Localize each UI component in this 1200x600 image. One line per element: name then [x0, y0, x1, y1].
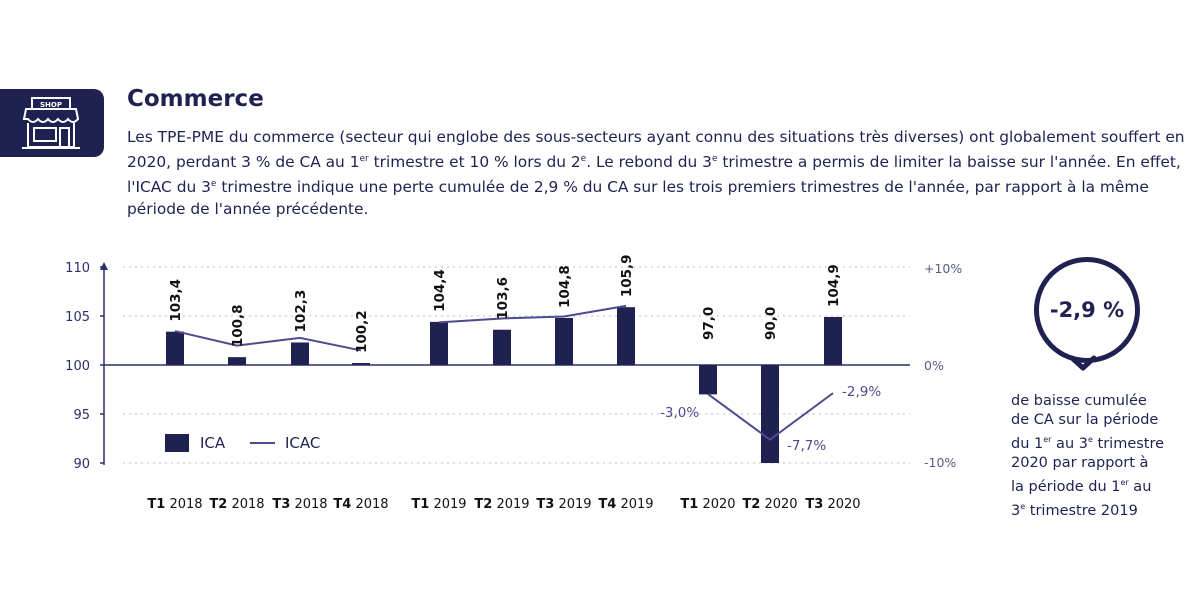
ica-bar [824, 316, 842, 365]
para-text-2: trimestre et 10 % lors du 2 [368, 153, 581, 172]
shop-sign-text: SHOP [40, 101, 62, 109]
ica-value-label: 104,4 [432, 269, 448, 312]
callout-value: -2,9 % [1049, 298, 1125, 322]
ica-value-label: 103,6 [495, 277, 511, 320]
callout-line-6: 3e trimestre 2019 [1011, 501, 1138, 519]
x-category-label: T2 2018 [209, 497, 264, 512]
ica-value-label: 100,2 [354, 310, 370, 353]
para-text-1: Les TPE-PME du commerce (secteur qui eng… [127, 128, 1185, 172]
icac-line [174, 330, 362, 352]
x-category-label: T2 2019 [474, 497, 529, 512]
y-axis-arrow-icon [100, 262, 108, 270]
shop-icon: SHOP [22, 97, 80, 149]
ica-bar [352, 363, 370, 366]
y-tick-label: 90 [73, 457, 90, 472]
para-text-3: . Le rebond du 3 [586, 153, 712, 172]
ica-bar [617, 307, 635, 365]
ica-value-label: 90,0 [763, 307, 779, 340]
ica-value-label: 102,3 [293, 290, 309, 333]
ica-bar [699, 365, 717, 395]
legend-ica-label: ICA [200, 434, 226, 452]
y-right-tick-label: +10% [924, 261, 962, 276]
section-title: Commerce [127, 86, 264, 112]
para-sup-2: e [580, 154, 587, 164]
ica-value-label: 100,8 [230, 304, 246, 347]
y-right-tick-label: 0% [924, 358, 944, 373]
ica-value-label: 105,9 [619, 254, 635, 297]
ica-bar [228, 357, 246, 365]
x-category-label: T1 2019 [411, 497, 466, 512]
x-category-label: T3 2019 [536, 497, 591, 512]
para-text-4: trimestre a permis de limiter la baisse … [127, 153, 1181, 197]
icac-value-label: -7,7% [787, 438, 826, 454]
x-category-label: T3 2020 [805, 497, 860, 512]
icac-line [438, 304, 627, 324]
legend-icac-label: ICAC [285, 434, 320, 452]
ica-icac-chart: 110 105 100 95 90 +10% 0% -10% 103,4 100,8 102,3 10… [65, 254, 962, 512]
ica-value-label: 97,0 [701, 307, 717, 340]
para-sup-4: e [210, 179, 217, 190]
x-category-label: T1 2018 [147, 497, 202, 512]
callout-line-3: du 1er au 3e trimestre [1011, 435, 1165, 452]
ica-bar [761, 365, 779, 463]
chevron-down-icon [1069, 355, 1097, 371]
callout-line-1: de baisse cumulée [1011, 393, 1147, 409]
ica-value-label: 104,9 [826, 264, 842, 307]
y-right-tick-label: -10% [924, 455, 956, 470]
ica-bar [493, 329, 511, 365]
ica-bar [291, 342, 309, 365]
y-tick-label: 105 [65, 310, 90, 325]
icac-line [707, 392, 834, 441]
ica-value-label: 104,8 [557, 265, 573, 308]
para-sup-3: e [711, 154, 718, 164]
icac-value-label: -2,9% [842, 384, 881, 400]
x-category-label: T3 2018 [272, 497, 327, 512]
para-text-5: trimestre indique une perte cumulée de 2… [127, 178, 1149, 219]
y-tick-label: 110 [65, 261, 90, 276]
commerce-section-icon-tab: SHOP [0, 89, 104, 157]
legend-ica-swatch [165, 434, 189, 452]
icac-value-label: -3,0% [660, 405, 699, 421]
ica-bar [430, 321, 448, 365]
x-category-label: T4 2019 [598, 497, 653, 512]
para-sup-1: er [359, 154, 369, 164]
x-category-label: T4 2018 [333, 497, 388, 512]
intro-paragraph: Les TPE-PME du commerce (secteur qui eng… [127, 126, 1195, 220]
callout-description: de baisse cumulée de CA sur la période d… [1011, 392, 1181, 520]
ica-bar [166, 331, 184, 365]
y-tick-label: 100 [65, 359, 90, 374]
callout-line-4: 2020 par rapport à [1011, 454, 1149, 471]
x-category-label: T2 2020 [742, 497, 797, 512]
callout-line-2: de CA sur la période [1011, 412, 1159, 428]
callout-line-5: la période du 1er au [1011, 477, 1152, 495]
x-category-label: T1 2020 [680, 497, 735, 512]
callout-circle: -2,9 % [1034, 257, 1140, 363]
ica-bar [555, 317, 573, 365]
ica-value-label: 103,4 [168, 279, 184, 322]
y-tick-label: 95 [73, 408, 90, 423]
